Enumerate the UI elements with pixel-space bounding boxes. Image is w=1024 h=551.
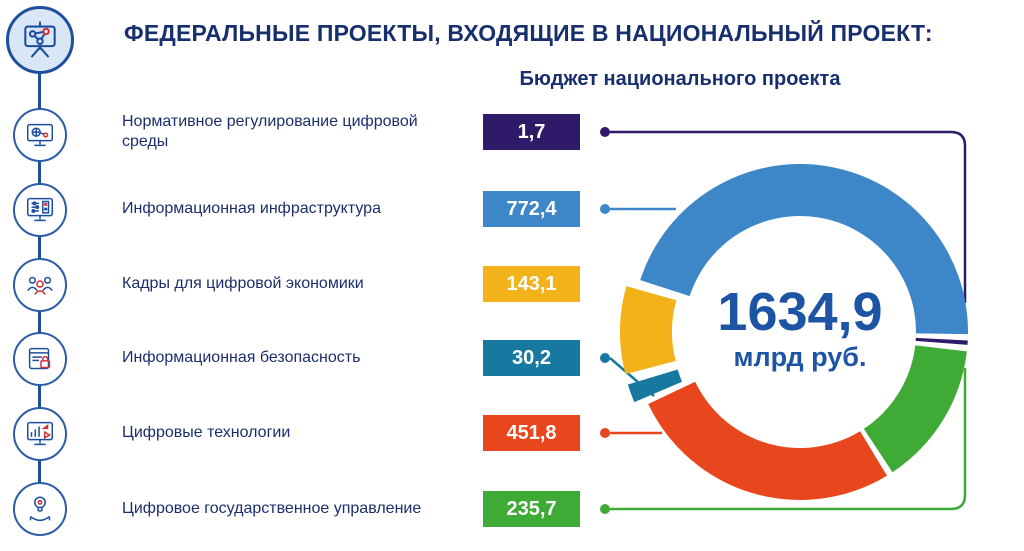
donut-center-label: 1634,9 млрд руб.: [690, 284, 910, 373]
donut-segment: [640, 163, 969, 335]
donut-segment: [648, 381, 888, 500]
monitor-network-icon: [13, 108, 67, 162]
value-badge: 30,2: [483, 340, 580, 376]
value-badge: 1,7: [483, 114, 580, 150]
donut-segment: [627, 369, 683, 403]
donut-segment: [915, 337, 968, 345]
donut-segment: [620, 286, 677, 375]
value-badge: 143,1: [483, 266, 580, 302]
category-label: Цифровое государственное управление: [122, 500, 422, 517]
total-value: 1634,9: [717, 282, 883, 342]
value-badge: 772,4: [483, 191, 580, 227]
document-lock-icon: [13, 332, 67, 386]
people-icon: [13, 258, 67, 312]
presentation-network-icon: [6, 6, 74, 74]
monitor-settings-icon: [13, 183, 67, 237]
category-label: Кадры для цифровой экономики: [122, 275, 364, 292]
value-badge: 451,8: [483, 415, 580, 451]
value-badge: 235,7: [483, 491, 580, 527]
chart-title: Бюджет национального проекта: [519, 68, 841, 90]
donut-segment: [863, 345, 967, 473]
category-label: Информационная инфраструктура: [122, 200, 381, 217]
monitor-chart-icon: [13, 407, 67, 461]
idea-hand-icon: [13, 482, 67, 536]
category-label: Информационная безопасность: [122, 349, 361, 366]
category-label: Цифровые технологии: [122, 424, 291, 441]
total-unit: млрд руб.: [733, 341, 867, 372]
page-title: ФЕДЕРАЛЬНЫЕ ПРОЕКТЫ, ВХОДЯЩИЕ В НАЦИОНАЛ…: [124, 20, 933, 46]
donut-chart: [620, 163, 969, 500]
category-label: Нормативное регулирование цифровой среды: [122, 113, 418, 150]
